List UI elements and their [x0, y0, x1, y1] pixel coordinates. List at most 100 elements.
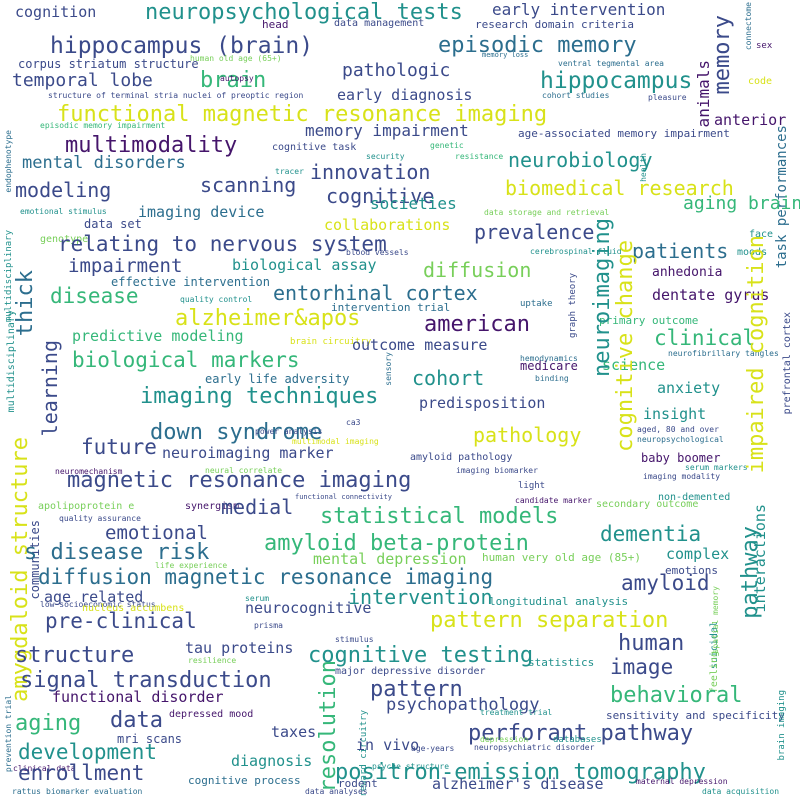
- word-aging-brain: aging brain: [683, 193, 800, 214]
- word-databases: databases: [553, 735, 602, 745]
- word-head: head: [262, 18, 289, 31]
- word-cognitive: cognitive: [326, 184, 435, 208]
- word-clinical-data: clinical data: [13, 764, 76, 773]
- word-mental-depression: mental depression: [313, 550, 467, 568]
- word-prevention-trial: prevention trial: [4, 695, 13, 773]
- word-diagnosis: diagnosis: [231, 752, 313, 770]
- word-resilience: resilience: [188, 656, 237, 665]
- word-multidisciplinary: multidisciplinary: [6, 310, 17, 413]
- word-sensitivity-and-specificity: sensitivity and specificity: [606, 709, 785, 722]
- word-relating-to-nervous-system: relating to nervous system: [58, 232, 387, 256]
- word-temporal-lobe: temporal lobe: [12, 70, 153, 91]
- word-face: face: [749, 229, 774, 240]
- word-maternal-depression: maternal depression: [636, 777, 728, 786]
- word-future: future: [81, 435, 157, 459]
- word-cohort-studies: cohort studies: [542, 91, 610, 100]
- word-amyloid-pathology: amyloid pathology: [410, 452, 513, 463]
- word-serum: serum: [245, 594, 270, 603]
- word-modeling: modeling: [15, 178, 112, 202]
- word-memory: memory: [710, 15, 735, 95]
- word-medicare: medicare: [520, 359, 578, 373]
- word-mental-disorders: mental disorders: [22, 153, 186, 173]
- word-hippocampus: hippocampus: [540, 68, 693, 94]
- word-secondary-outcome: secondary outcome: [596, 499, 699, 510]
- word-tracer: tracer: [275, 167, 304, 176]
- word-major-depressive-disorder: major depressive disorder: [335, 666, 486, 677]
- word-mri-scans: mri scans: [117, 732, 183, 746]
- word-genotype: genotype: [40, 234, 89, 245]
- word-brain-circuitry: brain circuitry: [290, 337, 372, 347]
- word-alzheimer-apos: alzheimer&apos: [175, 306, 361, 331]
- word-statistics: statistics: [528, 656, 595, 669]
- word-data-storage-and-retrieval: data storage and retrieval: [484, 208, 610, 217]
- word-serum-markers: serum markers: [685, 463, 748, 472]
- word-primary-outcome: primary outcome: [599, 314, 699, 327]
- word-rattus: rattus: [12, 787, 41, 796]
- word-neuropsychological: neuropsychological: [637, 435, 724, 444]
- word-biomedical-research: biomedical research: [505, 176, 734, 200]
- word-impaired-cognition: impaired cognition: [744, 235, 769, 474]
- word-neuromechanism: neuromechanism: [55, 467, 123, 476]
- word-episodic-memory: episodic memory: [438, 33, 637, 58]
- word-scanning: scanning: [200, 173, 297, 197]
- word-prevalence: prevalence: [474, 220, 595, 244]
- word-psyche-structure: psyche structure: [372, 762, 450, 771]
- word-interactions: interactions: [751, 504, 769, 613]
- word-behavioral: behavioral: [610, 683, 743, 708]
- word-uptake: uptake: [520, 299, 553, 309]
- word-imaging-modality: imaging modality: [643, 472, 721, 481]
- word-patients: patients: [632, 239, 729, 263]
- word-disease: disease: [50, 284, 139, 308]
- word-collaborations: collaborations: [324, 216, 451, 234]
- word-s-disease-risk: s disease risk: [24, 540, 210, 565]
- word-pathologic: pathologic: [342, 60, 451, 81]
- word-intervention-trial: intervention trial: [331, 301, 451, 314]
- word-prisma: prisma: [254, 621, 283, 630]
- word-early-life-adversity: early life adversity: [205, 372, 350, 386]
- word-anhedonia: anhedonia: [652, 265, 723, 280]
- word-code: code: [748, 76, 773, 87]
- word-neuroimaging-marker: neuroimaging marker: [162, 444, 334, 462]
- word-memory-loss: memory loss: [482, 51, 529, 59]
- word-emotions: emotions: [665, 564, 718, 577]
- word-medial: medial: [221, 495, 294, 519]
- word-hippocampus-brain: hippocampus (brain): [50, 33, 314, 59]
- word-dentate-gyrus: dentate gyrus: [652, 286, 770, 304]
- word-dementia: dementia: [600, 522, 702, 546]
- word-anxiety: anxiety: [657, 379, 721, 397]
- word-emotional: emotional: [105, 522, 208, 544]
- word-structure-of-terminal-stria-nuclei-of-preoptic-region: structure of terminal stria nuclei of pr…: [48, 91, 304, 100]
- word-brain-imaging: brain imaging: [777, 690, 787, 761]
- word-cognitive-testing: cognitive testing: [308, 643, 534, 668]
- word-early-intervention: early intervention: [492, 0, 666, 19]
- word-connectome: connectome: [744, 2, 753, 51]
- word-pattern: pattern: [370, 677, 463, 702]
- word-human: human: [618, 631, 685, 656]
- word-enrollment: enrollment: [18, 761, 145, 785]
- word-treatment-trial: treatment trial: [480, 708, 553, 717]
- word-autopsy: autopsy: [220, 74, 254, 83]
- word-cognitive-change: cognitive change: [613, 240, 638, 452]
- word-neurocognitive: neurocognitive: [245, 599, 372, 617]
- word-alzheimer-s-disease: alzheimer's disease: [432, 775, 604, 793]
- word-pathology: pathology: [473, 423, 582, 447]
- word-neural-correlate: neural correlate: [205, 466, 283, 475]
- word-human-old-age-65: human old age (65+): [190, 54, 282, 63]
- word-ventral-tegmental-area: ventral tegmental area: [558, 59, 664, 68]
- word-tau-proteins: tau proteins: [185, 639, 294, 657]
- word-human-very-old-age-85: human very old age (85+): [482, 551, 641, 564]
- word-amyloid-beta-protein: amyloid beta-protein: [264, 531, 529, 556]
- word-science: science: [602, 356, 666, 374]
- word-functional-disorder: functional disorder: [52, 688, 224, 706]
- word-age-years: age-years: [411, 744, 455, 753]
- word-longitudinal-analysis: longitudinal analysis: [489, 595, 629, 608]
- word-ca3: ca3: [346, 418, 361, 427]
- word-innovation: innovation: [310, 160, 431, 184]
- word-brain: brain: [200, 68, 267, 93]
- word-aged-80-and-over: aged, 80 and over: [637, 425, 719, 434]
- word-cognitive-process: cognitive process: [188, 774, 301, 787]
- word-neurobiology: neurobiology: [508, 148, 653, 172]
- word-binding: binding: [535, 374, 569, 383]
- word-neurofibrillary-tangles: neurofibrillary tangles: [668, 349, 779, 358]
- word-endophenotype: endophenotype: [4, 130, 13, 193]
